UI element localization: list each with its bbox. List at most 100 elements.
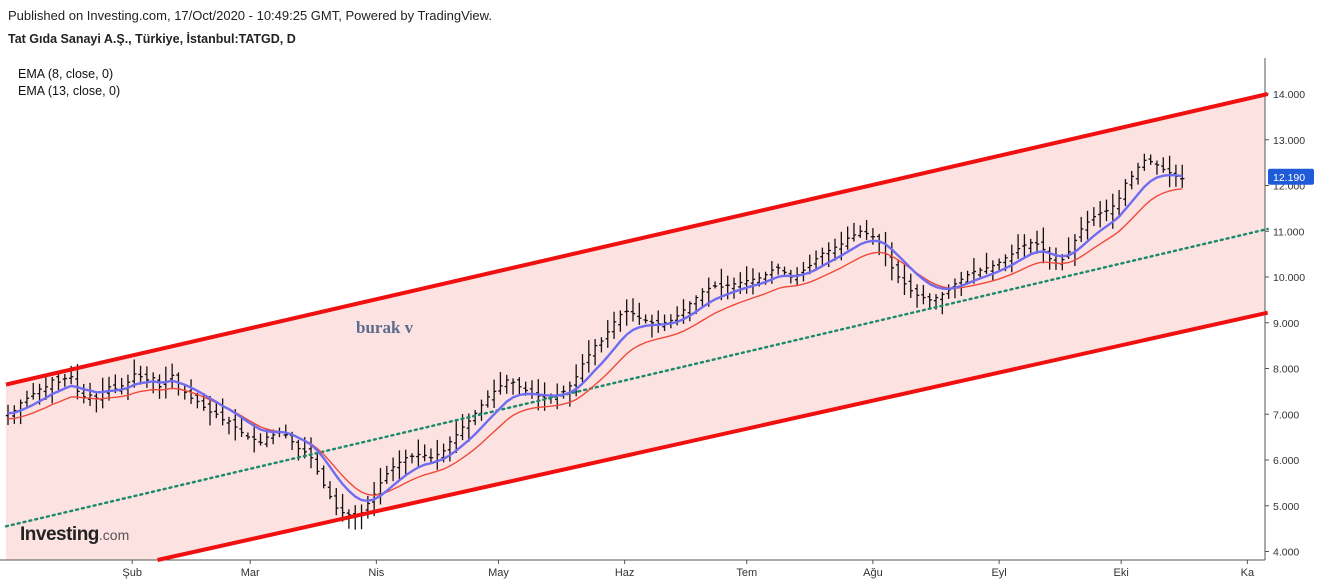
ohlc-bar [573, 364, 579, 397]
ohlc-bar [409, 453, 415, 464]
ohlc-bar [106, 376, 112, 401]
ohlc-bar [169, 363, 175, 390]
y-tick-label: 11.000 [1273, 226, 1304, 238]
ohlc-bar [390, 457, 396, 482]
last-price-tag: 12.190 [1268, 168, 1314, 185]
ohlc-bar [49, 377, 55, 404]
ohlc-bar [81, 383, 86, 404]
ohlc-bar [864, 220, 869, 240]
x-tick-label: Mar [241, 567, 260, 579]
ohlc-bar [731, 277, 737, 299]
y-tick-label: 9.000 [1273, 318, 1299, 330]
ohlc-bar [605, 320, 610, 348]
ohlc-bar [43, 377, 49, 400]
ohlc-bar [801, 261, 806, 282]
ohlc-bar [517, 377, 522, 396]
ohlc-bar [132, 359, 137, 388]
logo-domain: .com [98, 527, 130, 543]
ohlc-bar [712, 281, 718, 289]
ohlc-bar [144, 366, 150, 388]
ohlc-bar [611, 311, 617, 339]
ohlc-bar [428, 448, 434, 465]
ema-8-line [7, 173, 1183, 503]
ohlc-bar [321, 465, 326, 489]
ohlc-bar [1148, 154, 1153, 165]
y-tick-label: 4.000 [1273, 547, 1299, 559]
ohlc-bar [308, 437, 314, 469]
ohlc-bar [624, 299, 629, 326]
x-tick-label: Ağu [863, 567, 883, 579]
ohlc-bar [858, 225, 863, 238]
ohlc-bar [258, 433, 263, 446]
ohlc-bar [1028, 238, 1033, 255]
ohlc-bar [921, 284, 926, 305]
ohlc-bar [1009, 244, 1014, 273]
ohlc-bar [902, 263, 907, 295]
ohlc-bar [895, 259, 901, 284]
channel-lines [4, 92, 1269, 562]
ohlc-bar [397, 450, 402, 480]
ohlc-bar [990, 260, 996, 281]
ohlc-bar [1135, 162, 1141, 185]
y-tick-label: 5.000 [1273, 501, 1299, 513]
ohlc-bar [245, 432, 251, 440]
y-tick-label: 7.000 [1273, 409, 1299, 421]
y-tick-label: 10.000 [1273, 272, 1305, 284]
ohlc-bar [1154, 160, 1160, 175]
channel-area [6, 94, 1265, 560]
ohlc-bar [820, 247, 825, 267]
ohlc-bar [485, 390, 490, 408]
ohlc-bar [1097, 201, 1103, 228]
ohlc-bar [334, 487, 339, 516]
ohlc-bar [403, 449, 408, 476]
ohlc-bar [31, 382, 36, 400]
ohlc-bar [1129, 170, 1134, 190]
ohlc-bar [87, 382, 93, 407]
ohlc-bar [580, 354, 585, 383]
y-tick-label: 8.000 [1273, 364, 1299, 376]
ohlc-bar [700, 288, 705, 307]
ohlc-bar [586, 340, 592, 373]
ohlc-bar [1167, 155, 1172, 188]
x-axis: Şub Mar Nis May Haz Tem Ağu Eyl Eki Ka [0, 559, 1265, 579]
ohlc-bar [1034, 230, 1040, 254]
ohlc-bar [454, 420, 459, 453]
ohlc-bar [447, 436, 453, 462]
ema-13-line [7, 188, 1183, 497]
ohlc-bar [592, 339, 598, 366]
ema-13-label[interactable]: EMA (13, close, 0) [18, 84, 121, 98]
x-tick-label: Tem [736, 567, 757, 579]
ohlc-bar [630, 298, 636, 322]
ohlc-bar [12, 405, 17, 424]
ohlc-bar [157, 374, 162, 399]
logo-brand: Investing [20, 524, 99, 545]
ohlc-bar [618, 310, 623, 332]
ohlc-bar [1015, 234, 1021, 259]
ohlc-bar [561, 385, 566, 399]
ohlc-bar [996, 258, 1002, 271]
x-tick-label: May [488, 567, 509, 579]
ohlc-bar [984, 252, 989, 275]
ohlc-bar [1085, 210, 1090, 240]
y-tick-label: 13.000 [1273, 135, 1305, 147]
ohlc-bar [1116, 190, 1122, 217]
ohlc-bar [510, 378, 516, 395]
investing-logo: Investing.com [20, 524, 129, 546]
ema-8-label[interactable]: EMA (8, close, 0) [18, 67, 114, 81]
ohlc-bar [472, 409, 478, 426]
ohlc-bar [927, 293, 932, 308]
ohlc-bar [971, 258, 977, 284]
ohlc-bar [813, 250, 819, 270]
ohlc-bar [832, 238, 838, 261]
channel-lower-line [157, 310, 1269, 562]
symbol-title: Tat Gıda Sanayi A.Ş., Türkiye, İstanbul:… [8, 32, 296, 46]
ohlc-bar [384, 465, 389, 484]
ohlc-bar [239, 415, 244, 437]
ohlc-bar [1091, 207, 1097, 227]
ohlc-bar [687, 301, 693, 322]
ohlc-bar [252, 423, 257, 453]
ohlc-bar [719, 268, 724, 301]
ohlc-bar [599, 337, 604, 353]
ohlc-bar [422, 444, 427, 462]
